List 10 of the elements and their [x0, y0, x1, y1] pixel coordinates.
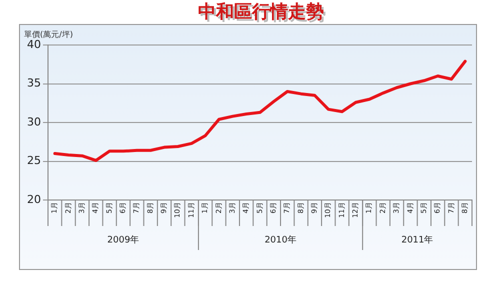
text: 2011年 [401, 234, 434, 246]
text: 2009年 [107, 234, 140, 246]
y-tick-label: 35 [27, 76, 41, 90]
y-tick-label: 30 [27, 115, 41, 128]
y-tick-label: 20 [27, 192, 41, 206]
y-axis-title: 單價(萬元/坪) [24, 30, 73, 40]
chart-title: 中和區行情走勢 [200, 4, 326, 25]
text: 2010年 [264, 234, 296, 246]
y-tick-label: 40 [27, 38, 41, 51]
y-tick-label: 25 [27, 154, 41, 168]
